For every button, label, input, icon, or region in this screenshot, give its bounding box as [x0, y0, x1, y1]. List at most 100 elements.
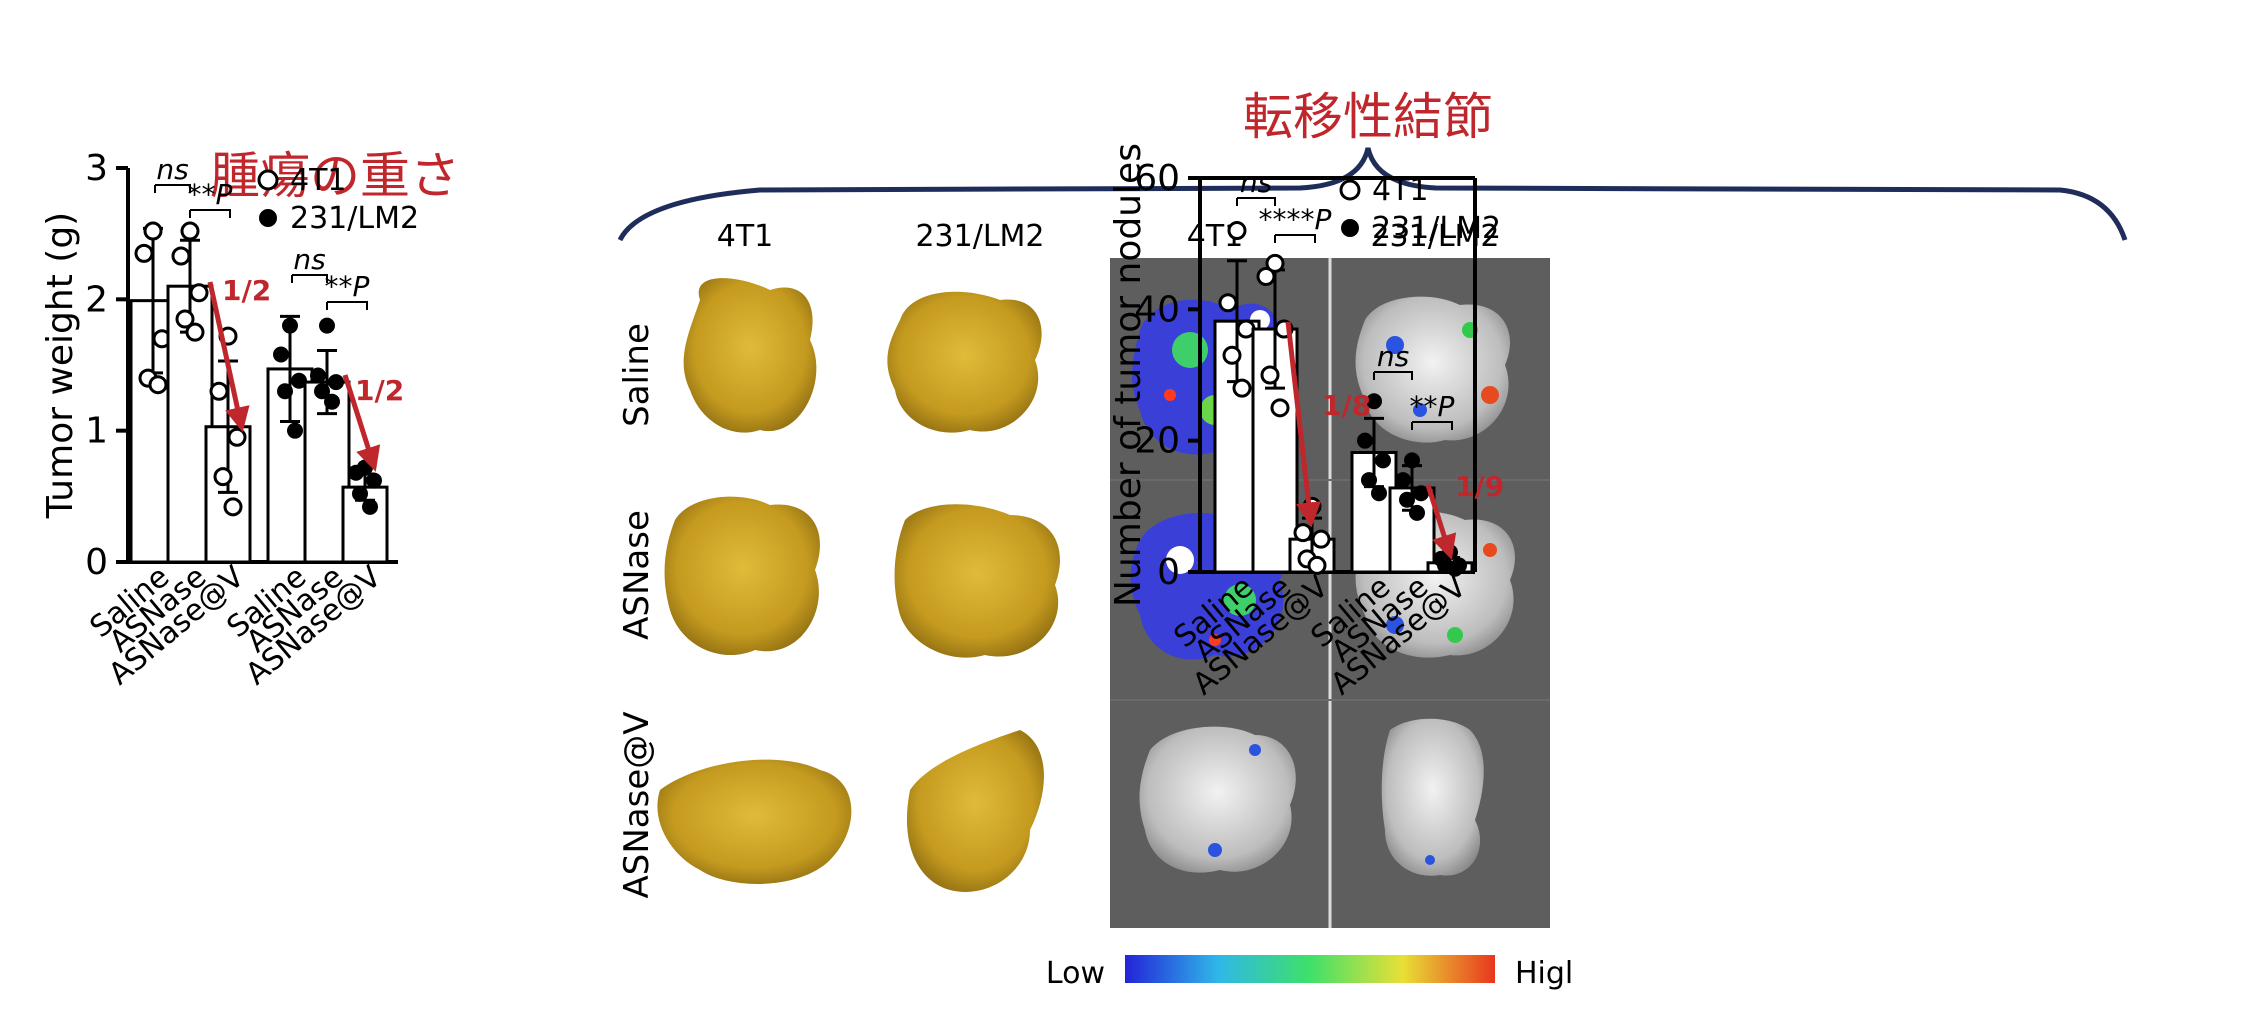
legend-label: 4T1 — [290, 163, 347, 198]
sig-p-lm2-label: **P — [325, 270, 370, 303]
data-point — [1371, 485, 1387, 502]
y-tick-label: 0 — [1157, 552, 1180, 593]
data-point — [175, 309, 195, 329]
data-point — [223, 497, 243, 517]
data-point — [134, 243, 154, 263]
data-point — [1307, 555, 1327, 575]
sig-p-lm2-bracket — [1411, 421, 1453, 430]
data-point — [1395, 472, 1411, 489]
data-point — [366, 472, 382, 489]
data-point — [1413, 485, 1429, 502]
data-point — [362, 498, 378, 515]
legend-marker-open — [1339, 179, 1361, 201]
bli-spot — [1166, 546, 1194, 574]
y-tick-label: 2 — [85, 279, 108, 320]
data-point — [1232, 378, 1252, 398]
sig-ns-lm2-label: ns — [1377, 340, 1409, 373]
row-label-asnase-v: ASNase@V — [617, 712, 657, 899]
y-tick-label: 3 — [85, 148, 108, 189]
fold-label: 1/2 — [355, 374, 404, 407]
data-point — [1270, 398, 1290, 418]
data-point — [1357, 432, 1373, 449]
data-point — [189, 283, 209, 303]
bli-spot — [1172, 332, 1208, 368]
sig-ns-lm2-bracket — [1373, 371, 1413, 380]
data-point — [143, 221, 163, 241]
metastatic-nodules-heading: 転移性結節 — [1243, 88, 1493, 146]
legend-label: 231/LM2 — [1372, 211, 1501, 246]
y-tick-label: 0 — [85, 542, 108, 583]
bli-lm2-asnase-v — [1381, 718, 1484, 876]
y-tick-label: 40 — [1134, 289, 1180, 330]
sig-ns-4t1-label: ns — [1240, 166, 1272, 199]
data-point — [1361, 472, 1377, 489]
data-point — [273, 346, 289, 363]
data-point — [1375, 452, 1391, 469]
data-point — [171, 246, 191, 266]
data-point — [1366, 393, 1382, 410]
data-point — [1409, 504, 1425, 521]
data-point — [348, 464, 364, 481]
data-point — [185, 322, 205, 342]
data-point — [277, 383, 293, 400]
lung-photo-lm2-asnase-v — [906, 730, 1044, 892]
data-point — [328, 374, 344, 391]
lung-photos — [657, 278, 1060, 892]
bli-spot — [1208, 843, 1222, 857]
y-axis-label: Number of tumor nodules — [1108, 143, 1149, 607]
bli-spot — [1483, 543, 1497, 557]
legend-marker-filled — [1341, 219, 1359, 237]
y-tick-label: 1 — [85, 411, 108, 452]
bli-spot — [1386, 336, 1404, 354]
data-point — [1293, 523, 1313, 543]
legend-label: 4T1 — [1372, 173, 1429, 208]
data-point — [287, 422, 303, 439]
row-label-saline: Saline — [617, 323, 657, 427]
sig-p-4t1-bracket — [189, 209, 231, 218]
colorbar-high-label: Higl — [1515, 956, 1573, 991]
data-point — [1399, 491, 1415, 508]
lung-photo-4t1-asnase — [664, 496, 820, 656]
fold-label: 1/2 — [222, 274, 271, 307]
colorbar — [1125, 955, 1495, 983]
sig-ns-4t1-bracket — [1236, 197, 1276, 206]
legend-marker-open — [257, 169, 279, 191]
data-point — [1222, 345, 1242, 365]
sig-p-4t1-bracket — [1274, 234, 1316, 243]
data-point — [324, 393, 340, 410]
data-point — [1227, 221, 1247, 241]
colorbar-low-label: Low — [1046, 956, 1105, 991]
sig-ns-4t1-label: ns — [156, 153, 188, 186]
bli-spot — [1249, 744, 1261, 756]
sig-ns-4t1-bracket — [154, 184, 191, 193]
lung-photo-4t1-asnase-v — [657, 759, 852, 884]
data-point — [319, 317, 335, 334]
data-point — [227, 427, 247, 447]
data-point — [148, 375, 168, 395]
y-tick-label: 60 — [1134, 158, 1180, 199]
row-label-asnase: ASNase — [617, 510, 657, 640]
tumor-weight-heading: 腫瘍の重さ — [210, 147, 460, 205]
data-point — [291, 372, 307, 389]
legend-label: 231/LM2 — [290, 201, 419, 236]
col-header-lm2-bli: 231/LM2 — [1370, 219, 1499, 254]
lung-photo-4t1-saline — [683, 278, 817, 433]
sig-p-lm2-bracket — [326, 301, 368, 310]
data-point — [180, 221, 200, 241]
fold-arrow — [342, 374, 381, 472]
bli-spot — [1386, 616, 1404, 634]
data-point — [1311, 529, 1331, 549]
data-point — [1447, 560, 1463, 577]
lung-photo-lm2-saline — [887, 291, 1042, 433]
sig-ns-lm2-bracket — [291, 274, 328, 283]
data-point — [352, 485, 368, 502]
bli-4t1-asnase-v — [1139, 726, 1296, 873]
bli-spot — [1224, 584, 1256, 616]
y-axis-label: Tumor weight (g) — [40, 212, 81, 519]
data-point — [213, 467, 233, 487]
bli-spot — [1447, 627, 1463, 643]
data-point — [310, 367, 326, 384]
